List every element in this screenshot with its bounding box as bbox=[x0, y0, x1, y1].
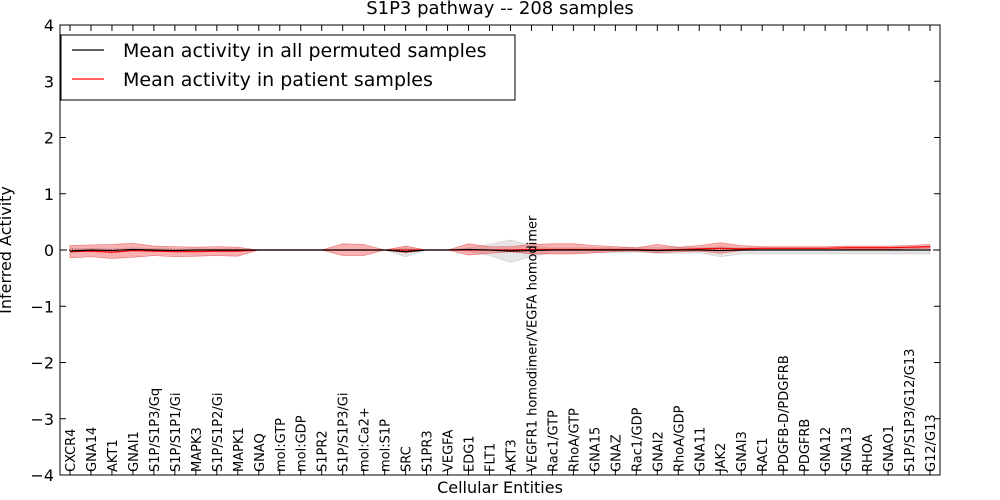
x-tick-label: RhoA/GTP bbox=[567, 408, 582, 472]
x-tick-label: MAPK3 bbox=[190, 427, 205, 472]
x-tick-label: RHOA bbox=[861, 434, 876, 472]
y-tick-label: 1 bbox=[44, 185, 54, 204]
x-tick-label: S1P/S1P3/G12/G13 bbox=[903, 349, 918, 472]
x-tick-label: G12/G13 bbox=[924, 414, 939, 472]
x-tick-label: S1PR2 bbox=[316, 430, 331, 472]
y-axis-label: Inferred Activity bbox=[0, 186, 15, 314]
legend-box bbox=[60, 34, 516, 101]
chart-title: S1P3 pathway -- 208 samples bbox=[366, 0, 634, 19]
x-tick-label: RhoA/GDP bbox=[672, 405, 687, 472]
x-tick-label: EDG1 bbox=[463, 435, 478, 472]
x-tick-label: VEGFR1 homodimer/VEGFA homodimer bbox=[525, 215, 540, 472]
x-tick-label: Rac1/GTP bbox=[546, 410, 561, 472]
legend: Mean activity in all permuted samples Me… bbox=[60, 34, 516, 101]
x-tick-label: RAC1 bbox=[756, 437, 771, 472]
x-tick-label: GNA14 bbox=[85, 427, 100, 472]
y-tick-label: −1 bbox=[30, 297, 54, 316]
y-tick-label: 2 bbox=[44, 129, 54, 148]
x-tick-label: GNAI3 bbox=[735, 431, 750, 472]
x-axis-label: Cellular Entities bbox=[437, 478, 563, 497]
y-tick-label: 4 bbox=[44, 16, 54, 35]
x-tick-label: S1P/S1P3/Gi bbox=[337, 393, 352, 472]
x-tick-label: VEGFA bbox=[442, 430, 457, 472]
y-tick-label: −4 bbox=[30, 466, 54, 485]
y-tick-label: 3 bbox=[44, 72, 54, 91]
x-tick-label: JAK2 bbox=[714, 443, 729, 473]
y-tick-label: 0 bbox=[44, 241, 54, 260]
x-tick-label: MAPK1 bbox=[232, 427, 247, 472]
x-tick-label: PDGFRB bbox=[798, 419, 813, 472]
x-tick-label: CXCR4 bbox=[64, 429, 79, 472]
y-tick-label: −2 bbox=[30, 354, 54, 373]
x-tick-label: S1P/S1P3/Gq bbox=[148, 388, 163, 472]
x-tick-label: Rac1/GDP bbox=[630, 407, 645, 472]
y-tick-label: −3 bbox=[30, 410, 54, 429]
x-tick-label: S1P/S1P2/Gi bbox=[211, 393, 226, 472]
x-tick-label: GNA15 bbox=[588, 427, 603, 472]
x-tick-label: GNAZ bbox=[609, 434, 624, 472]
x-tick-label: mol:Ca2+ bbox=[358, 407, 373, 472]
x-axis-ticks: CXCR4 GNA14 AKT1 GNAI1 S1P/S1P3/Gq S1P/S1P1/G… bbox=[64, 25, 939, 475]
x-tick-label: GNAO1 bbox=[882, 425, 897, 472]
x-tick-label: GNA12 bbox=[819, 427, 834, 472]
x-tick-label: mol:GTP bbox=[274, 418, 289, 472]
x-tick-label: AKT3 bbox=[504, 439, 519, 472]
x-tick-label: FLT1 bbox=[484, 443, 499, 472]
x-tick-label: PDGFB-D/PDGFRB bbox=[777, 355, 792, 472]
legend-label-patient: Mean activity in patient samples bbox=[123, 69, 433, 91]
legend-label-permuted: Mean activity in all permuted samples bbox=[123, 40, 486, 62]
x-tick-label: mol:S1P bbox=[379, 419, 394, 472]
y-axis-ticks: −4 −3 −2 −1 0 1 2 3 4 bbox=[30, 16, 940, 485]
x-tick-label: mol:GDP bbox=[295, 415, 310, 472]
x-tick-label: AKT1 bbox=[106, 439, 121, 472]
x-tick-label: GNA11 bbox=[693, 427, 708, 472]
x-tick-label: GNAQ bbox=[253, 433, 268, 472]
x-tick-label: GNA13 bbox=[840, 427, 855, 472]
x-tick-label: GNAI1 bbox=[127, 431, 142, 472]
x-tick-label: GNAI2 bbox=[651, 431, 666, 472]
x-tick-label: S1P/S1P1/Gi bbox=[169, 393, 184, 472]
x-tick-label: S1PR3 bbox=[421, 430, 436, 472]
x-tick-label: SRC bbox=[400, 446, 415, 472]
